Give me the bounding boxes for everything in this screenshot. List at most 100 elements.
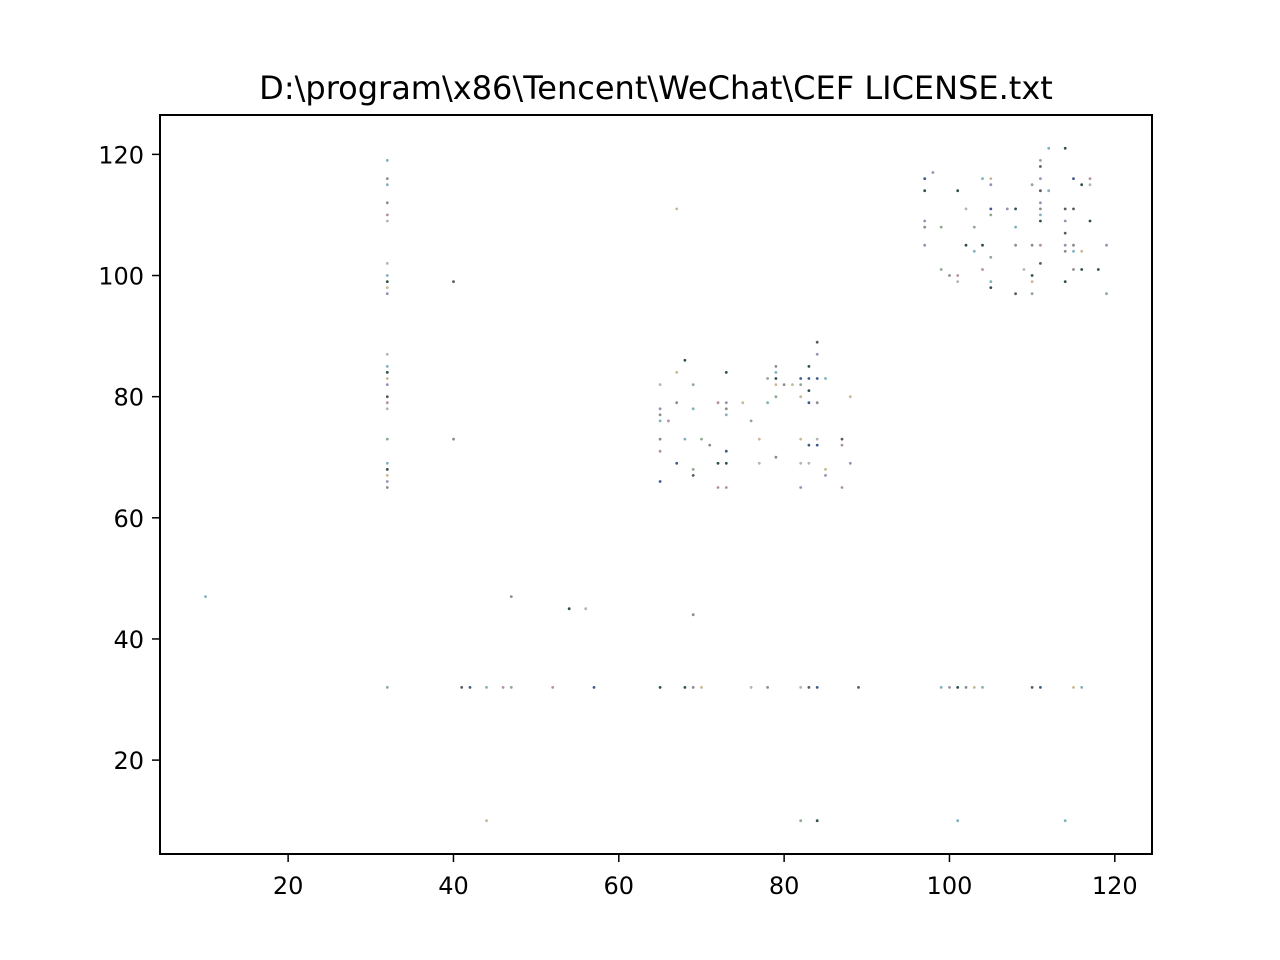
data-point	[501, 686, 505, 689]
data-point	[658, 383, 662, 386]
data-point	[948, 274, 951, 277]
data-point	[658, 413, 662, 417]
data-point	[741, 401, 745, 405]
data-point	[989, 207, 993, 211]
data-point	[840, 443, 844, 447]
data-point	[1030, 292, 1034, 296]
data-point	[1088, 183, 1092, 187]
data-point	[204, 595, 207, 598]
data-point	[923, 225, 927, 229]
data-point	[385, 219, 389, 223]
data-point	[385, 383, 389, 386]
data-point	[658, 480, 662, 483]
data-point	[1096, 268, 1100, 271]
data-point	[815, 819, 819, 823]
data-point	[923, 219, 927, 223]
data-point	[452, 280, 455, 283]
data-point	[1039, 686, 1042, 689]
y-tick-label: 60	[113, 505, 144, 533]
data-point	[815, 686, 819, 689]
data-point	[675, 371, 679, 374]
data-point	[1014, 243, 1017, 247]
data-point	[1014, 207, 1017, 211]
data-point	[675, 207, 679, 211]
data-point	[1014, 225, 1017, 229]
data-point	[1039, 219, 1042, 223]
data-point	[815, 401, 819, 405]
data-point	[799, 377, 803, 380]
data-point	[658, 419, 662, 423]
data-point	[1072, 243, 1075, 247]
data-point	[385, 286, 389, 289]
data-point	[815, 352, 819, 356]
data-point	[385, 474, 389, 477]
data-point	[724, 449, 728, 453]
data-point	[724, 486, 728, 489]
data-point	[807, 377, 811, 380]
data-point	[1030, 183, 1034, 187]
data-point	[989, 286, 993, 289]
data-point	[716, 461, 720, 465]
data-point	[691, 613, 695, 617]
data-point	[700, 437, 703, 441]
data-point	[964, 686, 968, 689]
data-point	[1072, 207, 1075, 211]
data-point	[385, 352, 389, 356]
data-point	[724, 461, 728, 465]
data-point	[1030, 686, 1034, 689]
data-point	[1080, 686, 1084, 689]
data-point	[1063, 231, 1067, 235]
data-point	[824, 474, 827, 477]
data-point	[691, 474, 695, 477]
data-point	[551, 686, 555, 689]
data-point	[1063, 280, 1067, 283]
data-point	[567, 607, 571, 611]
data-point	[807, 461, 811, 465]
data-point	[1039, 201, 1042, 205]
data-point	[799, 461, 803, 465]
data-point	[385, 262, 389, 265]
data-point	[923, 189, 927, 193]
data-point	[939, 268, 943, 271]
data-point	[1005, 207, 1009, 211]
data-point	[766, 401, 769, 405]
data-point	[667, 419, 670, 423]
data-point	[815, 377, 819, 380]
data-point	[956, 819, 960, 823]
data-point	[385, 407, 389, 411]
data-point	[485, 819, 488, 823]
data-point	[1039, 177, 1042, 181]
data-point	[509, 686, 513, 689]
y-tick-label: 80	[113, 384, 144, 412]
data-point	[972, 225, 976, 229]
data-point	[840, 486, 844, 489]
data-point	[658, 449, 662, 453]
data-point	[981, 243, 984, 247]
y-tick-label: 20	[113, 747, 144, 775]
x-tick-label: 100	[927, 872, 973, 900]
data-point	[799, 383, 803, 386]
data-point	[807, 389, 811, 392]
data-points	[204, 146, 1108, 823]
data-point	[1088, 177, 1092, 181]
data-point	[1039, 165, 1042, 168]
data-point	[452, 437, 455, 441]
data-point	[774, 365, 778, 368]
data-point	[766, 377, 769, 380]
data-point	[683, 686, 687, 689]
data-point	[1047, 146, 1051, 150]
plot-frame	[159, 114, 1153, 855]
data-point	[468, 686, 472, 689]
data-point	[931, 171, 935, 174]
data-point	[1039, 189, 1042, 193]
data-point	[807, 401, 811, 405]
data-point	[815, 437, 819, 441]
data-point	[757, 437, 761, 441]
data-point	[1063, 243, 1067, 247]
data-point	[815, 443, 819, 447]
data-point	[807, 443, 811, 447]
data-point	[1039, 262, 1042, 265]
data-point	[385, 371, 389, 374]
data-point	[1072, 268, 1075, 271]
